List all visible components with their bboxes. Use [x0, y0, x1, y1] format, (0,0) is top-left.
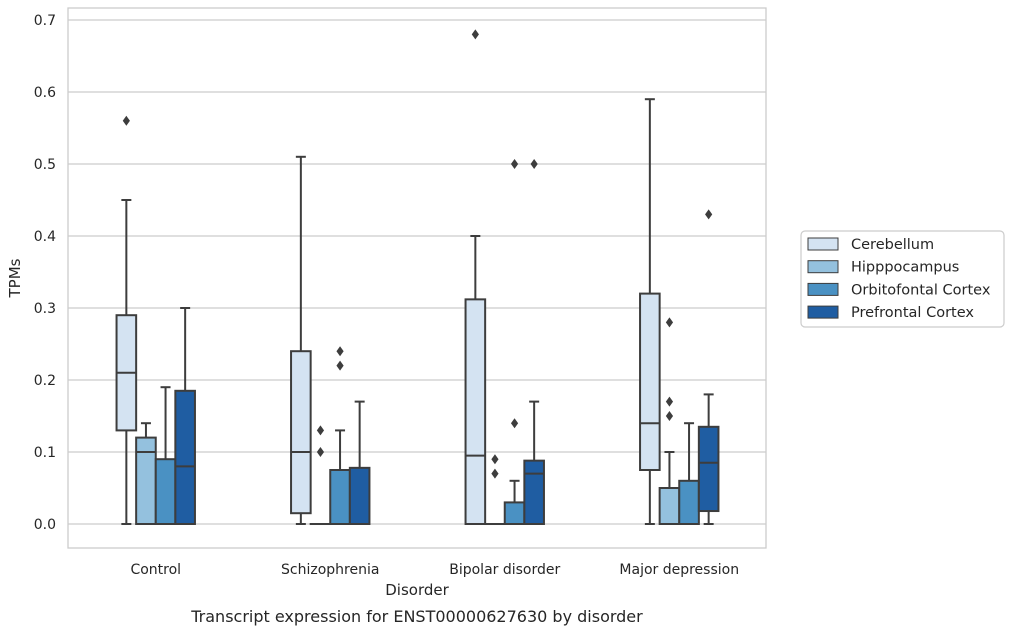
- outlier-point: [491, 454, 499, 465]
- legend-label: Prefrontal Cortex: [851, 305, 974, 321]
- legend: Cerebellum Hipppocampus Orbitofontal Corte…: [800, 230, 1005, 328]
- box-cerebellum: [290, 155, 312, 525]
- y-tick-label: 0.6: [34, 85, 56, 101]
- legend-label: Cerebellum: [851, 237, 934, 253]
- outlier-point: [665, 396, 674, 407]
- x-tick-labels: Control Schizophrenia Bipolar disorder Majo…: [130, 562, 739, 578]
- outlier-point: [705, 209, 713, 220]
- legend-frame: [800, 230, 1005, 328]
- box-iqr: [348, 466, 371, 525]
- legend-swatch: [807, 282, 839, 296]
- box-iqr: [290, 350, 312, 515]
- outlier-point: [122, 115, 130, 126]
- box-orbitofontal-cortex: [503, 159, 526, 525]
- box-cerebellum: [115, 115, 138, 525]
- box-cerebellum: [464, 29, 487, 525]
- gridlines: [68, 19, 766, 525]
- y-tick-label: 0.1: [34, 445, 56, 461]
- box-hipppocampus: [309, 425, 332, 526]
- y-tick-label: 0.5: [34, 157, 56, 173]
- y-tick-label: 0.3: [34, 301, 56, 317]
- box-hipppocampus: [135, 422, 157, 526]
- plot-frame: [67, 7, 767, 549]
- legend-swatch: [807, 260, 839, 274]
- box-iqr: [658, 487, 681, 525]
- x-tick-label: Schizophrenia: [281, 562, 379, 578]
- outlier-point: [510, 418, 519, 429]
- box-prefrontal-cortex: [174, 307, 196, 525]
- y-tick-label: 0.4: [34, 229, 56, 245]
- outlier-point: [336, 360, 344, 371]
- box-iqr: [503, 501, 526, 525]
- box-orbitofontal-cortex: [154, 386, 177, 526]
- box-prefrontal-cortex: [348, 400, 371, 525]
- x-tick-label: Major depression: [619, 562, 739, 578]
- box-iqr: [329, 469, 351, 525]
- y-axis-label: TPMs: [6, 258, 24, 298]
- box-iqr: [697, 425, 720, 513]
- box-plot-series: [115, 29, 720, 526]
- box-hipppocampus: [658, 317, 681, 525]
- x-tick-label: Bipolar disorder: [449, 562, 560, 578]
- chart-caption: Transcript expression for ENST0000062763…: [190, 607, 643, 626]
- outlier-point: [316, 425, 325, 436]
- legend-label: Orbitofontal Cortex: [851, 282, 991, 298]
- box-cerebellum: [639, 98, 661, 525]
- y-tick-label: 0.2: [34, 373, 56, 389]
- legend-swatch: [807, 305, 839, 319]
- box-iqr: [639, 292, 661, 471]
- outlier-point: [316, 447, 325, 457]
- outlier-point: [510, 159, 519, 169]
- box-orbitofontal-cortex: [329, 346, 351, 525]
- box-iqr: [678, 479, 700, 525]
- box-orbitofontal-cortex: [678, 422, 700, 525]
- y-tick-label: 0.7: [34, 13, 56, 29]
- outlier-point: [491, 468, 499, 479]
- outlier-point: [471, 29, 479, 40]
- x-tick-label: Control: [130, 562, 181, 578]
- outlier-point: [336, 346, 344, 357]
- box-iqr: [154, 458, 177, 526]
- box-prefrontal-cortex: [523, 159, 545, 526]
- box-iqr: [464, 298, 487, 525]
- legend-swatch: [807, 237, 839, 251]
- x-axis-label: Disorder: [385, 581, 449, 599]
- y-tick-label: 0.0: [34, 517, 56, 533]
- outlier-point: [530, 159, 538, 169]
- legend-label: Hipppocampus: [851, 260, 959, 276]
- box-prefrontal-cortex: [697, 209, 720, 525]
- box-iqr: [174, 389, 196, 525]
- y-tick-labels: 0.0 0.1 0.2 0.3 0.4 0.5 0.6 0.7: [34, 13, 56, 533]
- outlier-point: [665, 411, 674, 421]
- box-hipppocampus: [484, 454, 506, 526]
- box-iqr: [523, 459, 545, 526]
- box-iqr: [135, 436, 157, 526]
- outlier-point: [665, 317, 674, 328]
